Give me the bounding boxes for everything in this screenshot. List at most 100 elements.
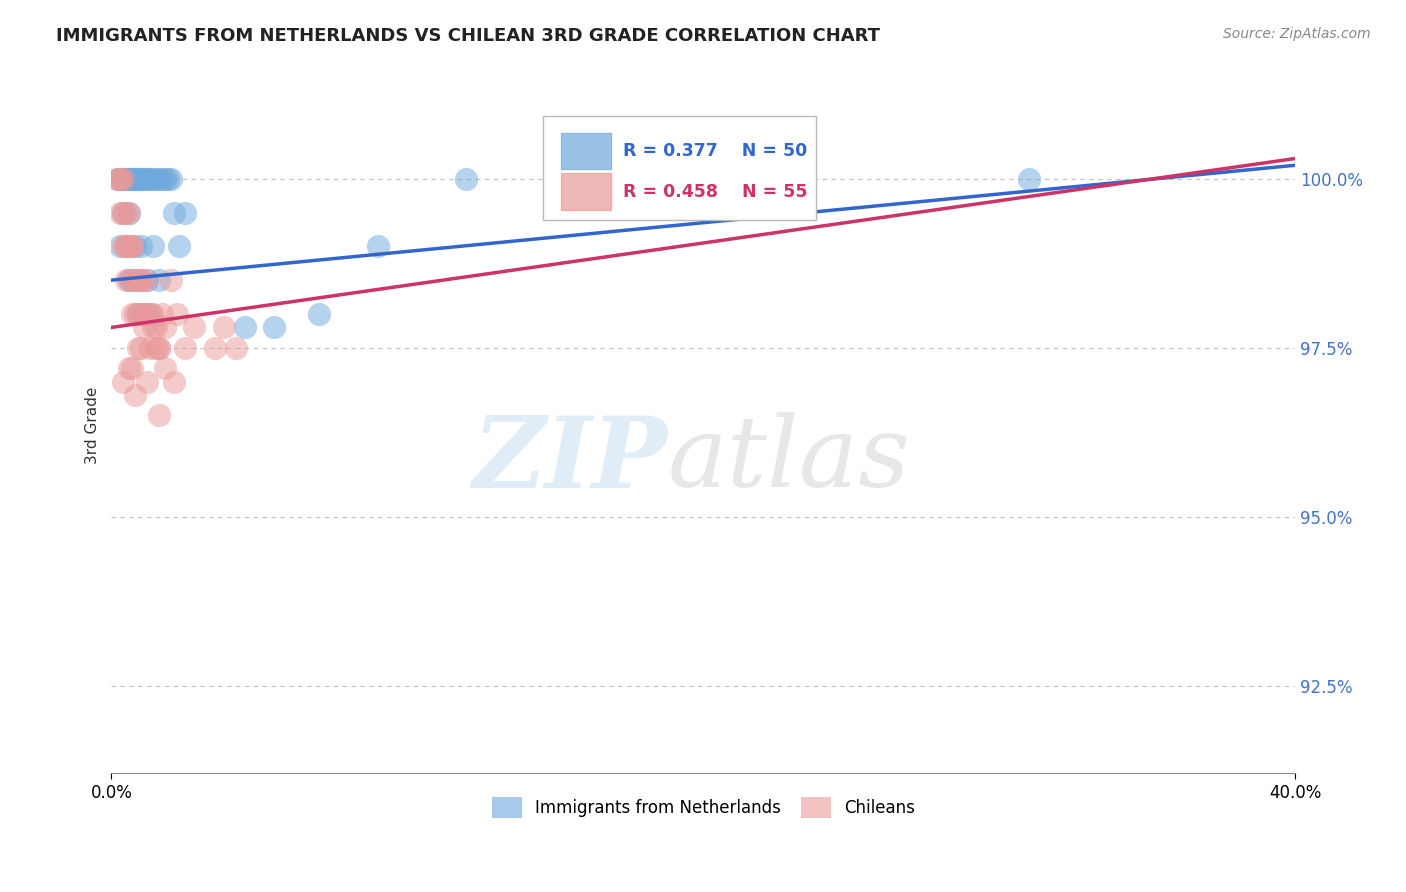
- Y-axis label: 3rd Grade: 3rd Grade: [86, 387, 100, 464]
- Point: [110, 239, 132, 253]
- Point: [263, 320, 285, 334]
- Point: [115, 239, 138, 253]
- Point: [135, 307, 157, 321]
- Point: [121, 239, 143, 253]
- Point: [145, 320, 167, 334]
- Point: [124, 307, 146, 321]
- Point: [129, 307, 152, 321]
- Text: IMMIGRANTS FROM NETHERLANDS VS CHILEAN 3RD GRADE CORRELATION CHART: IMMIGRANTS FROM NETHERLANDS VS CHILEAN 3…: [56, 27, 880, 45]
- Point: [115, 205, 138, 219]
- Point: [127, 341, 149, 355]
- Point: [159, 273, 181, 287]
- Point: [112, 239, 135, 253]
- Point: [124, 273, 146, 287]
- Point: [212, 320, 235, 334]
- Point: [166, 307, 188, 321]
- Point: [132, 320, 155, 334]
- Point: [118, 273, 141, 287]
- Point: [105, 171, 128, 186]
- Point: [110, 171, 132, 186]
- Point: [124, 171, 146, 186]
- Point: [127, 307, 149, 321]
- Point: [135, 171, 157, 186]
- Point: [124, 239, 146, 253]
- Point: [121, 307, 143, 321]
- Point: [124, 171, 146, 186]
- FancyBboxPatch shape: [561, 173, 610, 210]
- Point: [135, 375, 157, 389]
- Point: [139, 307, 162, 321]
- Text: Source: ZipAtlas.com: Source: ZipAtlas.com: [1223, 27, 1371, 41]
- Point: [115, 239, 138, 253]
- Point: [456, 171, 478, 186]
- Point: [121, 239, 143, 253]
- Text: R = 0.458    N = 55: R = 0.458 N = 55: [623, 183, 807, 201]
- Point: [127, 273, 149, 287]
- Point: [129, 273, 152, 287]
- Point: [139, 171, 162, 186]
- Point: [233, 320, 256, 334]
- Point: [127, 273, 149, 287]
- Point: [135, 171, 157, 186]
- Point: [129, 171, 152, 186]
- Point: [110, 171, 132, 186]
- Point: [124, 388, 146, 402]
- Point: [1018, 171, 1040, 186]
- Point: [145, 341, 167, 355]
- Point: [142, 171, 165, 186]
- Point: [127, 307, 149, 321]
- Point: [148, 409, 170, 423]
- Point: [308, 307, 330, 321]
- Point: [183, 320, 205, 334]
- Point: [129, 341, 152, 355]
- Point: [121, 171, 143, 186]
- Point: [121, 273, 143, 287]
- Text: atlas: atlas: [668, 413, 911, 508]
- Point: [112, 375, 135, 389]
- Point: [153, 361, 176, 376]
- Point: [132, 307, 155, 321]
- Point: [139, 341, 162, 355]
- Point: [105, 171, 128, 186]
- Point: [110, 205, 132, 219]
- Point: [118, 273, 141, 287]
- Point: [118, 205, 141, 219]
- Text: ZIP: ZIP: [472, 412, 668, 508]
- Point: [115, 171, 138, 186]
- Point: [115, 171, 138, 186]
- Point: [112, 171, 135, 186]
- Point: [142, 307, 165, 321]
- Point: [139, 307, 162, 321]
- Point: [118, 171, 141, 186]
- Point: [112, 205, 135, 219]
- Point: [112, 171, 135, 186]
- Point: [174, 341, 197, 355]
- Point: [132, 307, 155, 321]
- Point: [153, 171, 176, 186]
- Point: [118, 171, 141, 186]
- Point: [129, 273, 152, 287]
- Point: [112, 205, 135, 219]
- Point: [162, 375, 184, 389]
- Point: [129, 239, 152, 253]
- Point: [662, 171, 685, 186]
- Point: [129, 171, 152, 186]
- FancyBboxPatch shape: [544, 116, 815, 220]
- Point: [110, 171, 132, 186]
- FancyBboxPatch shape: [561, 133, 610, 169]
- Point: [169, 239, 191, 253]
- Point: [153, 320, 176, 334]
- Point: [150, 171, 173, 186]
- Point: [367, 239, 389, 253]
- Point: [142, 239, 165, 253]
- Point: [132, 171, 155, 186]
- Point: [135, 273, 157, 287]
- Point: [118, 239, 141, 253]
- Point: [127, 171, 149, 186]
- Point: [148, 341, 170, 355]
- Point: [121, 171, 143, 186]
- Point: [145, 171, 167, 186]
- Point: [174, 205, 197, 219]
- Point: [118, 205, 141, 219]
- Point: [142, 320, 165, 334]
